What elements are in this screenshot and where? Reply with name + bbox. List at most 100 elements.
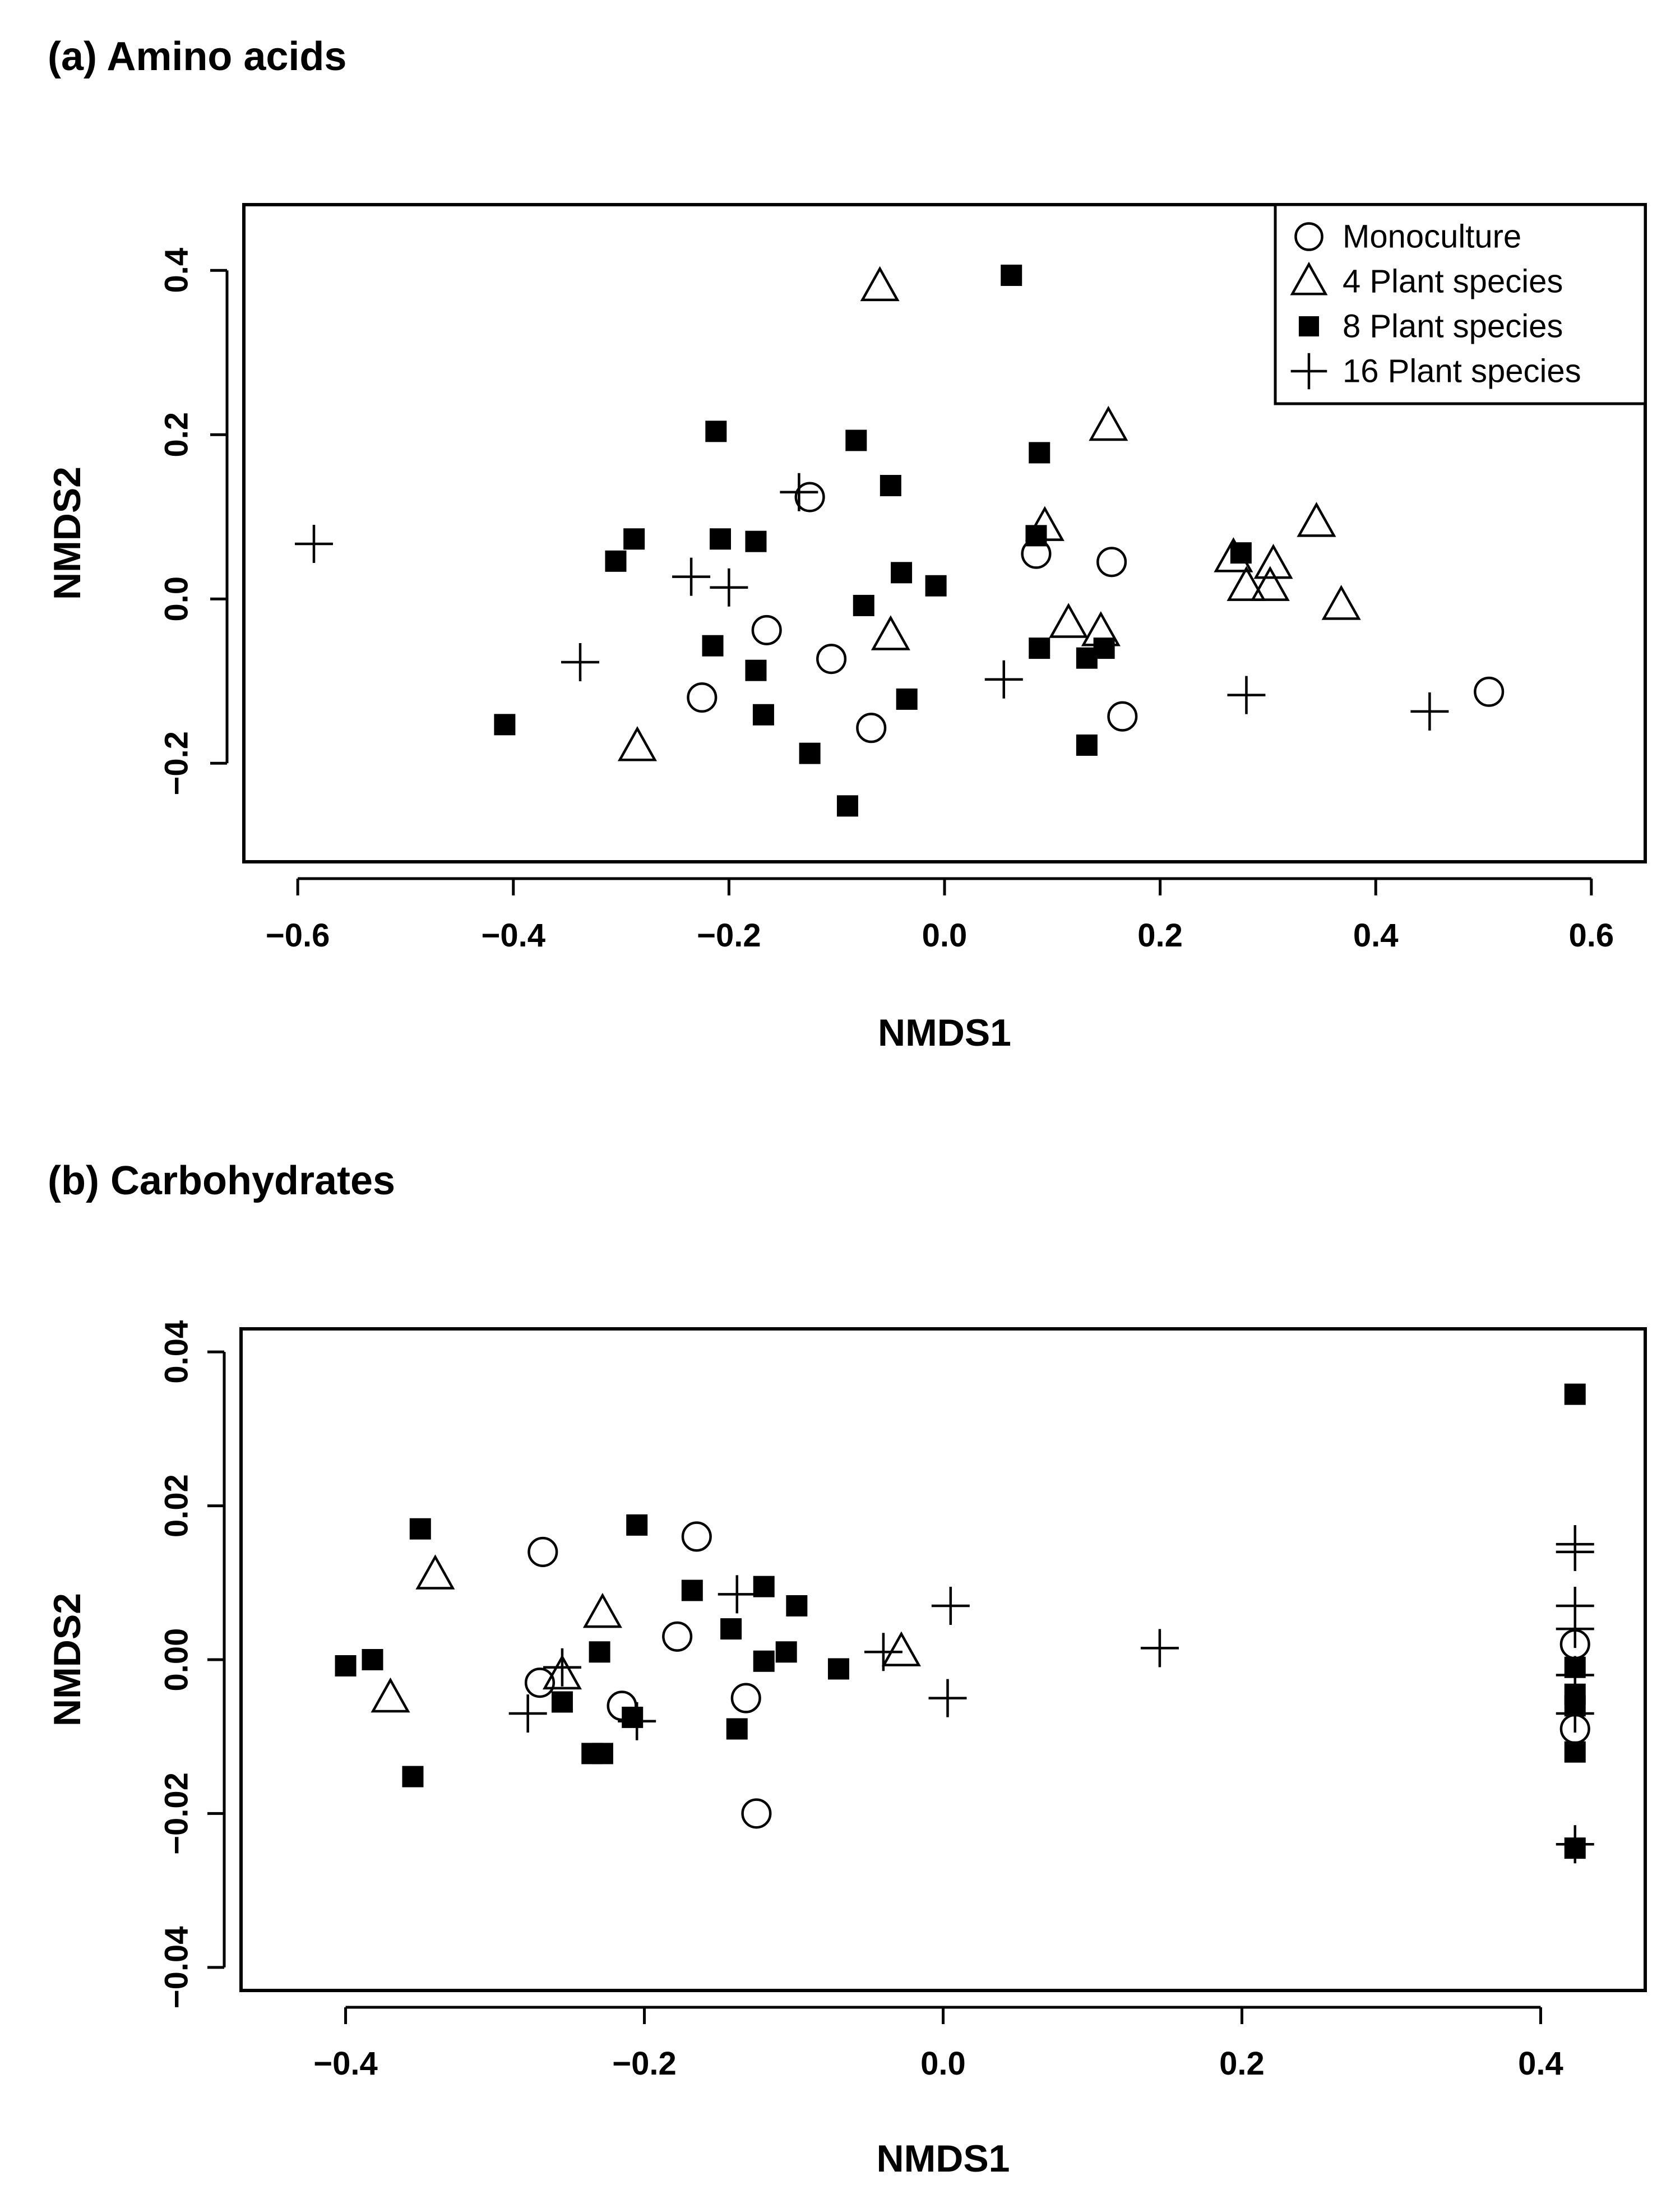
circle-point — [662, 1621, 693, 1652]
x-axis: −0.4 −0.2 0.0 0.2 0.4 — [313, 2006, 1563, 2082]
y-axis: −0.2 0.0 0.2 0.4 — [159, 248, 229, 796]
y-tick-label: 0.0 — [159, 576, 195, 622]
triangle-point — [1227, 566, 1266, 601]
square-point — [681, 1579, 703, 1601]
x-tick-label: 0.4 — [1353, 917, 1399, 954]
plus-point — [864, 1633, 903, 1671]
y-tick-label: 0.02 — [159, 1474, 195, 1537]
square-point — [745, 530, 767, 552]
square-point — [845, 429, 867, 451]
square-point — [626, 1514, 648, 1536]
legend-circle-marker — [1294, 222, 1323, 251]
panel-title: (b) Carbohydrates — [48, 1158, 395, 1203]
triangle-point — [1253, 543, 1293, 579]
plus-point — [780, 473, 818, 511]
plus-point — [543, 1648, 581, 1687]
x-tick-label: −0.2 — [612, 2045, 677, 2082]
circle-point — [687, 682, 718, 713]
square-point — [589, 1641, 610, 1663]
plus-point — [1556, 1694, 1594, 1733]
triangle-point — [371, 1677, 410, 1713]
y-axis-title: NMDS2 — [46, 466, 89, 600]
triangle-point — [1297, 502, 1336, 537]
triangle-point — [871, 615, 910, 650]
y-tick-label: 0.00 — [159, 1628, 195, 1692]
plus-point — [931, 1586, 970, 1625]
y-tick-label: −0.2 — [159, 731, 195, 796]
square-point — [1001, 264, 1022, 286]
plus-point — [672, 557, 711, 596]
triangle-point — [1321, 585, 1361, 620]
plus-point — [928, 1679, 967, 1717]
square-point — [836, 795, 858, 817]
circle-point — [816, 644, 847, 675]
square-point — [702, 635, 724, 657]
plus-point — [1556, 1532, 1594, 1571]
legend-entry-label: 8 Plant species — [1343, 308, 1563, 345]
square-point — [1029, 442, 1050, 464]
circle-point — [527, 1536, 558, 1567]
circle-point — [524, 1668, 556, 1698]
square-point — [1025, 525, 1047, 547]
legend-square-marker — [1298, 316, 1320, 337]
y-tick-label: 0.4 — [159, 248, 195, 293]
legend-entry-label: Monoculture — [1343, 219, 1521, 255]
square-point — [605, 550, 627, 572]
square-point — [710, 528, 731, 550]
plus-point — [1556, 1610, 1594, 1648]
square-point — [402, 1766, 424, 1787]
legend-triangle-marker — [1290, 261, 1328, 295]
plus-point — [1140, 1629, 1179, 1668]
circle-point — [741, 1798, 772, 1829]
x-tick-label: 0.0 — [922, 917, 968, 954]
plus-point — [1410, 692, 1449, 731]
data-points — [295, 264, 1505, 817]
square-point — [622, 1706, 644, 1728]
square-point — [1564, 1741, 1586, 1763]
legend-box — [1274, 203, 1647, 405]
plus-point — [295, 525, 333, 563]
y-tick-label: 0.04 — [159, 1320, 195, 1384]
plus-point — [1556, 1825, 1594, 1864]
square-point — [925, 575, 947, 597]
legend: Monoculture 4 Plant species 8 Plant specie… — [1274, 203, 1647, 405]
square-point — [1230, 542, 1252, 564]
plus-point — [710, 568, 748, 607]
triangle-point — [1250, 566, 1290, 601]
y-axis-title: NMDS2 — [46, 1593, 89, 1726]
x-tick-label: −0.4 — [482, 917, 546, 954]
square-point — [1076, 647, 1098, 669]
triangle-point — [617, 726, 657, 761]
x-tick-label: 0.0 — [920, 2045, 966, 2082]
triangle-point — [1089, 405, 1128, 441]
plot-frame — [242, 203, 1647, 863]
data-points — [335, 1383, 1594, 1864]
square-point — [1564, 1383, 1586, 1405]
circle-point — [1474, 676, 1505, 707]
x-tick-label: −0.4 — [313, 2045, 378, 2082]
square-point — [745, 659, 767, 681]
circle-point — [681, 1521, 712, 1552]
square-point — [551, 1691, 573, 1713]
plus-point — [984, 660, 1023, 699]
square-point — [1029, 638, 1050, 659]
plus-point — [718, 1575, 756, 1614]
circle-point — [730, 1683, 761, 1713]
square-point — [775, 1641, 797, 1663]
x-tick-label: −0.6 — [266, 917, 330, 954]
x-axis-title: NMDS1 — [878, 1011, 1011, 1054]
square-point — [409, 1518, 431, 1540]
triangle-point — [415, 1554, 455, 1590]
x-tick-label: 0.4 — [1518, 2045, 1563, 2082]
square-point — [581, 1743, 603, 1765]
y-tick-label: −0.02 — [159, 1772, 195, 1855]
square-point — [786, 1595, 808, 1616]
panel-amino-acids: (a) Amino acids−0.6 −0.4 −0.2 0.0 0.2 0.4 0.6−… — [46, 34, 1647, 1054]
legend-entry-label: 16 Plant species — [1343, 353, 1581, 390]
square-point — [799, 742, 821, 764]
plus-point — [1227, 676, 1266, 714]
square-point — [494, 714, 516, 736]
x-axis: −0.6 −0.4 −0.2 0.0 0.2 0.4 0.6 — [266, 877, 1614, 954]
square-point — [752, 704, 774, 726]
triangle-point — [860, 266, 900, 302]
